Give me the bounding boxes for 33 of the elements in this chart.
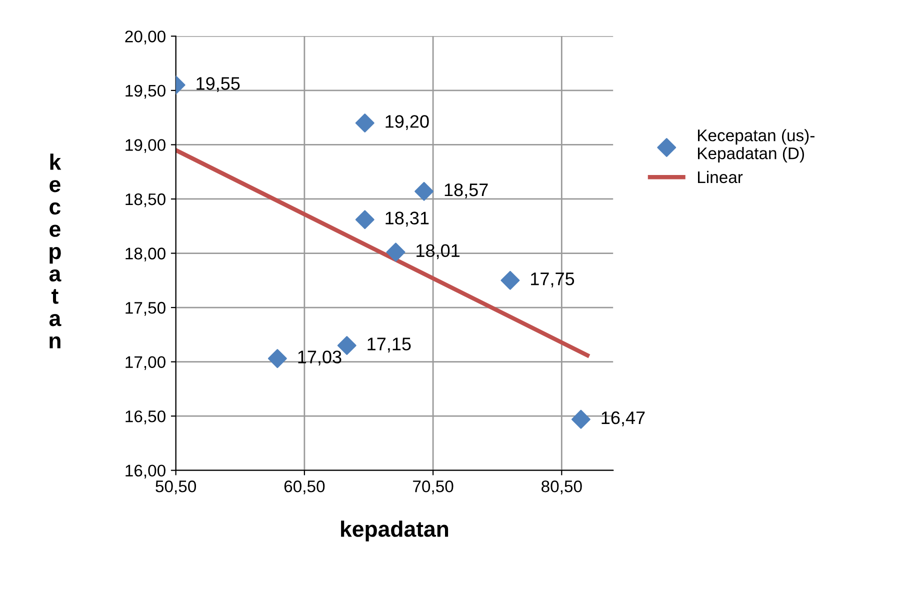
point [414,182,434,201]
data-label: 19,20 [386,115,429,130]
data-label: 18,31 [386,212,429,227]
y-tick-label: 19,50 [126,84,166,99]
point [500,270,520,290]
point [386,242,406,262]
point [268,349,287,368]
data-label: 17,03 [298,350,342,366]
y-tick-label: 19,00 [126,139,166,153]
y-tick-label: 18,00 [126,248,166,262]
data-label: 17,75 [531,272,574,288]
point [571,410,590,429]
y-tick-label: 17,00 [126,356,166,370]
y-tick-label: 20,00 [125,30,166,44]
x-tick-label: 50,50 [156,480,196,494]
point [355,210,374,230]
legend-label: Kecepatan (us)-Kepadatan (D) [698,129,814,163]
data-label: 17,15 [368,338,411,352]
data-label: 18,57 [444,183,488,198]
y-tick-label: 16,50 [126,410,166,424]
x-axis-title: kepadatan [341,520,448,542]
y-tick-label: 18,50 [126,193,166,208]
data-label: 16,47 [602,411,645,426]
y-tick-label: 16,00 [126,464,166,479]
data-label: 19,55 [196,77,240,92]
point [355,114,374,132]
legend-label: Linear [698,170,743,184]
x-tick-label: 60,50 [284,480,325,494]
y-tick-label: 17,50 [126,302,166,316]
data-label: 18,01 [416,244,460,260]
x-tick-label: 70,50 [413,480,454,494]
x-tick-label: 80,50 [542,480,582,494]
text: kecepatan [49,154,62,348]
